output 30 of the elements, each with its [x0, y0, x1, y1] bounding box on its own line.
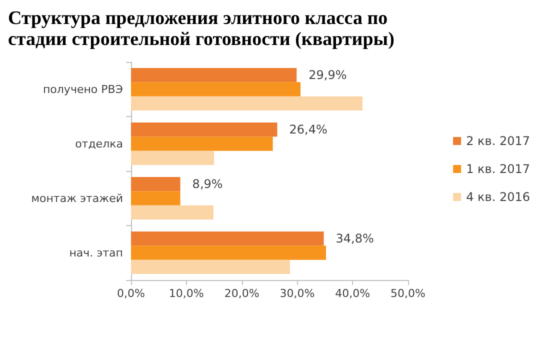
data-label: 26,4%	[289, 122, 328, 137]
bar	[131, 231, 324, 246]
legend-label: 2 кв. 2017	[466, 134, 530, 148]
bar	[131, 122, 278, 137]
bar	[131, 136, 273, 151]
y-tick-label: отделка	[75, 137, 123, 150]
legend-label: 1 кв. 2017	[466, 162, 530, 176]
y-tick-label: получено РВЭ	[42, 82, 124, 96]
x-tick-label: 50,0%	[390, 287, 426, 300]
bar	[131, 96, 363, 111]
bar	[131, 205, 214, 220]
legend-label: 4 кв. 2016	[466, 190, 530, 204]
bar	[131, 68, 297, 82]
data-label: 8,9%	[192, 177, 223, 192]
bar	[131, 176, 180, 192]
chart-title: Структура предложения элитного класса по стадии строительной готовности (квартиры)	[8, 8, 396, 50]
bar	[131, 191, 180, 206]
x-tick-label: 0,0%	[117, 287, 145, 300]
bar	[131, 150, 214, 166]
x-tick-label: 10,0%	[168, 287, 204, 300]
y-tick-label: нач. этап	[69, 246, 123, 260]
data-label: 34,8%	[336, 232, 374, 246]
bar	[131, 82, 301, 96]
x-tick-label: 20,0%	[224, 287, 260, 300]
x-tick-label: 40,0%	[335, 287, 370, 300]
data-label: 29,9%	[308, 68, 347, 82]
y-tick-label: монтаж этажей	[31, 192, 123, 205]
bar	[131, 246, 326, 260]
x-tick-label: 30,0%	[280, 287, 315, 300]
bar	[131, 260, 290, 274]
